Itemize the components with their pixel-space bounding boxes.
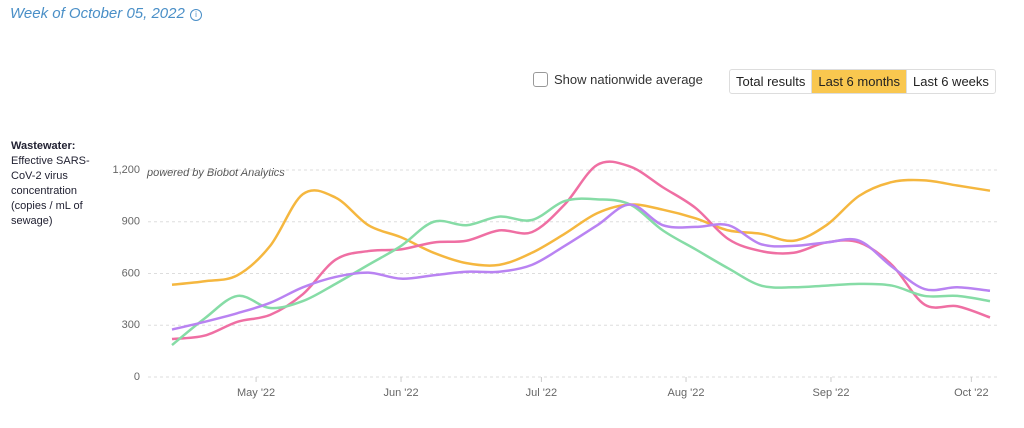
checkbox-label[interactable]: Show nationwide average (554, 72, 703, 87)
series-line (171, 203, 991, 331)
range-button[interactable]: Last 6 weeks (906, 70, 995, 93)
title: Week of October 05, 2022 (10, 5, 185, 22)
x-tick-label: Jul '22 (526, 387, 557, 399)
y-tick-label: 1,200 (112, 164, 140, 176)
series-line (171, 160, 991, 341)
series-line (171, 197, 991, 347)
y-tick-label: 900 (122, 216, 140, 228)
range-buttons: Total results Last 6 months Last 6 weeks (729, 69, 996, 94)
y-tick-label: 0 (134, 371, 140, 383)
series-line (171, 178, 991, 286)
x-tick-label: May '22 (237, 387, 275, 399)
range-button[interactable]: Last 6 months (811, 70, 907, 93)
checkbox[interactable] (533, 72, 548, 87)
sidebar-label: Wastewater: (11, 140, 76, 152)
sidebar-description: Effective SARS-CoV-2 virus concentration… (11, 155, 90, 227)
y-tick-label: 600 (122, 267, 140, 279)
annotation: powered by Biobot Analytics (146, 167, 285, 179)
x-tick-label: Sep '22 (812, 387, 849, 399)
x-tick-label: Oct '22 (954, 387, 989, 399)
info-icon[interactable]: i (190, 9, 202, 21)
range-button[interactable]: Total results (736, 74, 806, 89)
x-tick-label: Aug '22 (668, 387, 705, 399)
y-tick-label: 300 (122, 319, 140, 331)
sidebar: Wastewater: Effective SARS-CoV-2 virus c… (11, 139, 101, 229)
x-tick-label: Jun '22 (383, 387, 418, 399)
